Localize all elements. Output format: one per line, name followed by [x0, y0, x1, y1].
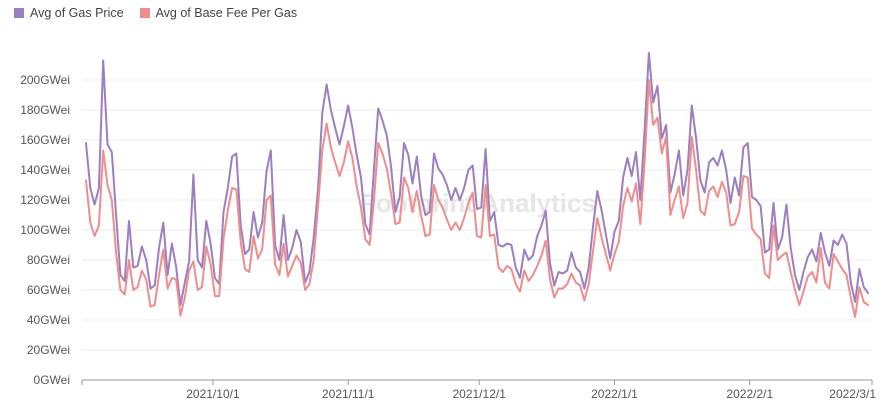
y-tick-label: 180GWei [20, 103, 70, 117]
legend-label-gas-price: Avg of Gas Price [30, 6, 124, 20]
x-axis: 2021/10/1 2021/11/1 2021/12/1 2022/1/1 2022/… [81, 379, 876, 401]
y-tick-label: 100GWei [20, 223, 70, 237]
x-tick-label: 2022/1/1 [591, 387, 638, 401]
x-tick-label: 2021/10/1 [186, 387, 240, 401]
y-tick-label: 140GWei [20, 163, 70, 177]
y-tick-label: 20GWei [27, 343, 70, 357]
y-tick-label: 160GWei [20, 133, 70, 147]
legend-item-gas-price[interactable]: Avg of Gas Price [14, 6, 124, 20]
series-line-base-fee [85, 79, 869, 318]
legend-swatch-gas-price [14, 8, 24, 18]
legend-item-base-fee[interactable]: Avg of Base Fee Per Gas [139, 6, 298, 20]
y-tick-label: 120GWei [20, 193, 70, 207]
y-tick-label: 40GWei [27, 313, 70, 327]
series-lines [85, 52, 869, 318]
y-tick-label: 200GWei [20, 73, 70, 87]
y-tick-label: 60GWei [27, 283, 70, 297]
grid-lines [82, 79, 872, 351]
legend-label-base-fee: Avg of Base Fee Per Gas [155, 6, 298, 20]
y-tick-label: 80GWei [27, 253, 70, 267]
y-axis: 0GWei 20GWei 40GWei 60GWei 80GWei 100GWei 120G… [20, 73, 70, 387]
series-line-gas-price [85, 52, 869, 306]
x-tick-label: 2021/12/1 [452, 387, 506, 401]
x-tick-label: 2021/11/1 [322, 387, 375, 401]
x-tick-label: 2022/3/1 [829, 387, 876, 401]
y-tick-label: 0GWei [34, 373, 70, 387]
chart-legend: Avg of Gas Price Avg of Base Fee Per Gas [14, 6, 297, 20]
x-tick-label: 2022/2/1 [726, 387, 773, 401]
legend-swatch-base-fee [139, 8, 150, 18]
